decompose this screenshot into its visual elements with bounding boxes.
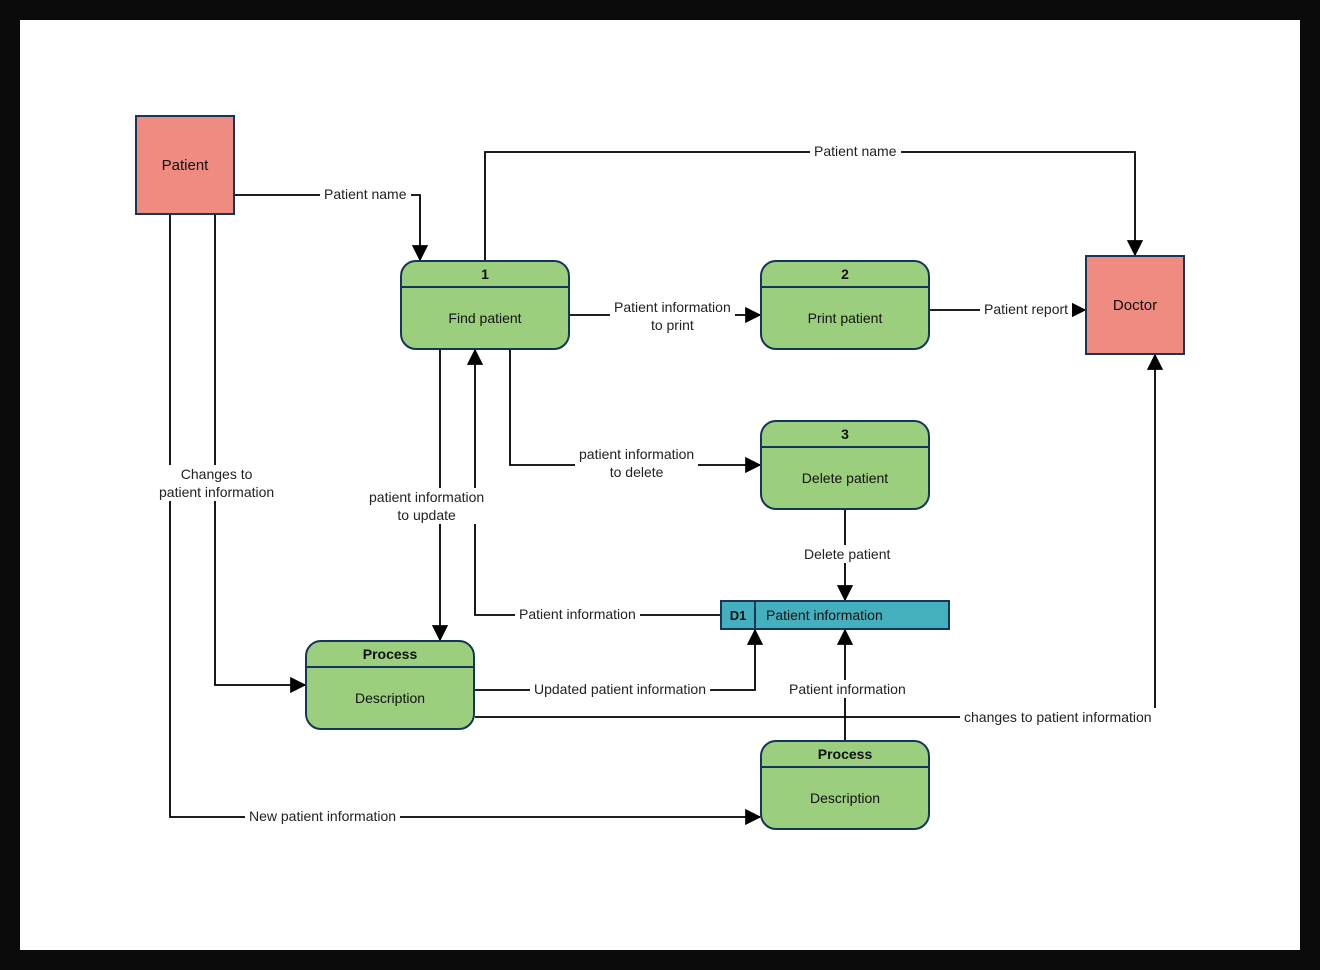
- edge-label: Patient informationto print: [610, 298, 735, 334]
- process-label: Description: [806, 768, 884, 828]
- process-print-patient: 2 Print patient: [760, 260, 930, 350]
- edge-label: Patient information: [785, 680, 910, 698]
- entity-patient: Patient: [135, 115, 235, 215]
- process-label: Find patient: [444, 288, 525, 348]
- edge-label: Changes topatient information: [155, 465, 278, 501]
- edge-label: Patient report: [980, 300, 1072, 318]
- edge-label: patient informationto delete: [575, 445, 698, 481]
- datastore-patient-info: D1 Patient information: [720, 600, 950, 630]
- edge-label: Patient name: [810, 142, 901, 160]
- edge-label: Patient information: [515, 605, 640, 623]
- edge-label: changes to patient information: [960, 708, 1156, 726]
- process-new: Process Description: [760, 740, 930, 830]
- process-update: Process Description: [305, 640, 475, 730]
- edge-label: patient informationto update: [365, 488, 488, 524]
- datastore-label: Patient information: [756, 602, 948, 628]
- process-label: Delete patient: [798, 448, 892, 508]
- process-id: 1: [402, 262, 568, 288]
- edge-label: Patient name: [320, 185, 411, 203]
- entity-doctor: Doctor: [1085, 255, 1185, 355]
- process-id: 2: [762, 262, 928, 288]
- diagram-canvas: Patient Doctor 1 Find patient 2 Print pa…: [20, 20, 1300, 950]
- process-id: Process: [307, 642, 473, 668]
- edge-label: New patient information: [245, 807, 400, 825]
- entity-label: Doctor: [1113, 297, 1157, 314]
- edge-label: Delete patient: [800, 545, 894, 563]
- entity-label: Patient: [162, 157, 209, 174]
- process-find-patient: 1 Find patient: [400, 260, 570, 350]
- edge-label: Updated patient information: [530, 680, 710, 698]
- process-id: 3: [762, 422, 928, 448]
- process-id: Process: [762, 742, 928, 768]
- process-delete-patient: 3 Delete patient: [760, 420, 930, 510]
- process-label: Description: [351, 668, 429, 728]
- datastore-id: D1: [722, 602, 756, 628]
- process-label: Print patient: [804, 288, 887, 348]
